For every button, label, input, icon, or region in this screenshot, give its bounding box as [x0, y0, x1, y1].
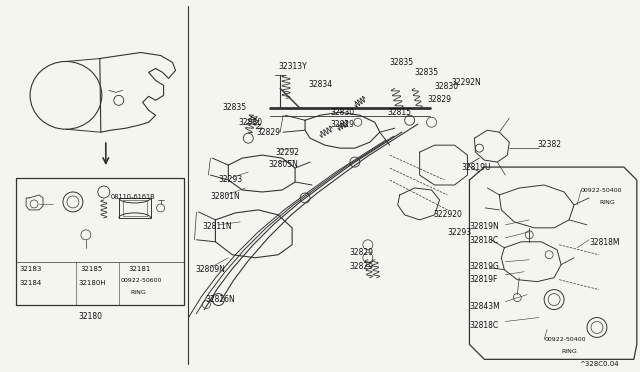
- Text: 32830: 32830: [435, 82, 459, 92]
- Text: 32292N: 32292N: [451, 78, 481, 87]
- Text: RING: RING: [599, 200, 614, 205]
- Text: 322920: 322920: [433, 210, 463, 219]
- Text: 32835: 32835: [415, 68, 439, 77]
- Text: 32835: 32835: [222, 103, 246, 112]
- Text: 32313Y: 32313Y: [278, 62, 307, 71]
- Text: 32834: 32834: [308, 80, 332, 89]
- Text: 32293: 32293: [447, 228, 472, 237]
- Text: 00922-50400: 00922-50400: [544, 337, 586, 343]
- Text: 32382: 32382: [537, 140, 561, 149]
- Text: 32830: 32830: [238, 118, 262, 127]
- Text: 32819N: 32819N: [469, 222, 499, 231]
- Text: 32818C: 32818C: [469, 236, 499, 245]
- Text: 32801N: 32801N: [211, 192, 240, 201]
- Text: 32293: 32293: [218, 175, 243, 184]
- Text: 32830: 32830: [330, 108, 354, 117]
- Text: 32819F: 32819F: [469, 275, 498, 284]
- Text: 32819U: 32819U: [461, 163, 491, 172]
- Text: 32816N: 32816N: [205, 295, 235, 304]
- Text: 32180: 32180: [79, 311, 103, 321]
- Text: 08110-6161B: 08110-6161B: [111, 194, 156, 200]
- Text: 32843M: 32843M: [469, 302, 500, 311]
- Text: 32292: 32292: [275, 148, 299, 157]
- Text: ^328C0.04: ^328C0.04: [579, 361, 619, 367]
- Text: RING: RING: [561, 349, 577, 355]
- Text: 32818M: 32818M: [589, 238, 620, 247]
- Text: 32829: 32829: [350, 248, 374, 257]
- Text: 32809N: 32809N: [195, 265, 225, 274]
- Text: RING: RING: [131, 290, 147, 295]
- Text: 32818C: 32818C: [469, 321, 499, 330]
- Text: 00922-50600: 00922-50600: [121, 278, 162, 283]
- Text: 32180H: 32180H: [79, 280, 106, 286]
- Text: 32185: 32185: [81, 266, 103, 272]
- Text: 00922-50400: 00922-50400: [581, 188, 623, 193]
- Text: 32184: 32184: [19, 280, 42, 286]
- Text: 32835: 32835: [390, 58, 414, 67]
- Text: 32815: 32815: [388, 108, 412, 117]
- Text: 32829: 32829: [350, 262, 374, 271]
- Text: 32181: 32181: [129, 266, 151, 272]
- Text: 32829: 32829: [256, 128, 280, 137]
- Text: 32819G: 32819G: [469, 262, 499, 271]
- Text: 32829: 32829: [428, 95, 452, 104]
- Text: 32811N: 32811N: [202, 222, 232, 231]
- Text: 32805N: 32805N: [268, 160, 298, 169]
- Text: 32829: 32829: [330, 120, 354, 129]
- Text: 32183: 32183: [19, 266, 42, 272]
